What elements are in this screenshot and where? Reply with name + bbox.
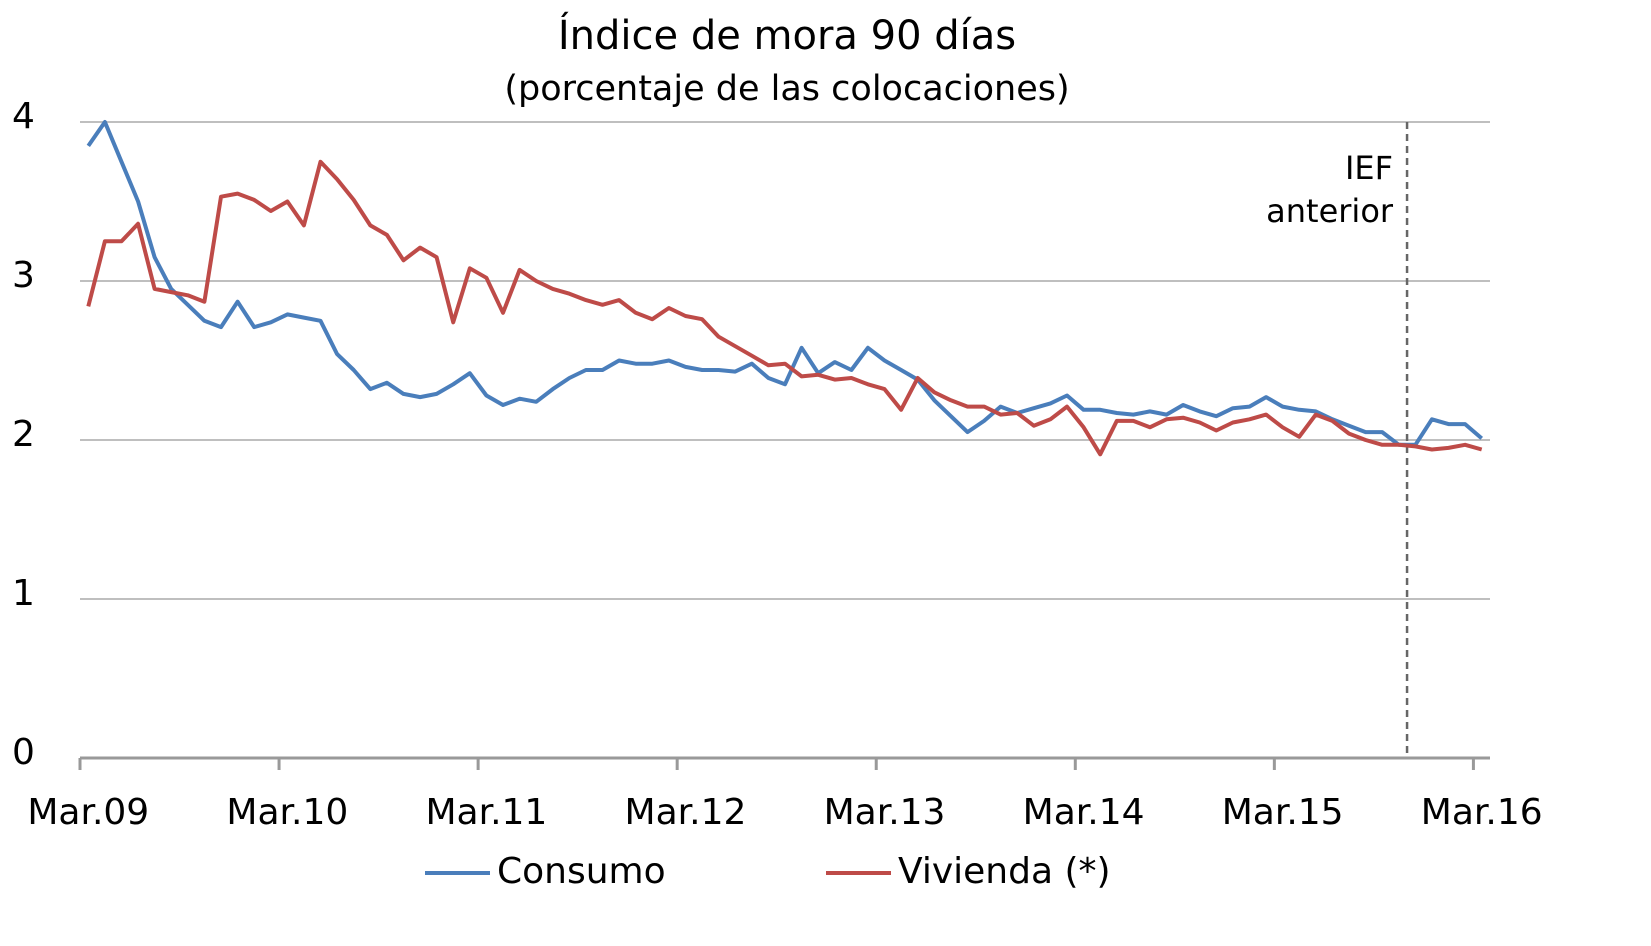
x-tick-label: Mar.10 xyxy=(226,792,348,833)
chart-title: Índice de mora 90 días xyxy=(558,11,1016,59)
series-line xyxy=(86,159,1483,457)
annotation: IEF xyxy=(1345,149,1393,187)
chart-subtitle: (porcentaje de las colocaciones) xyxy=(504,69,1069,109)
x-tick-label: Mar.16 xyxy=(1421,792,1543,833)
legend-label: Vivienda (*) xyxy=(898,851,1111,892)
y-tick-label: 4 xyxy=(12,96,35,137)
annotation: anterior xyxy=(1266,192,1394,230)
x-tick-label: Mar.13 xyxy=(824,792,946,833)
y-tick-label: 0 xyxy=(12,732,35,773)
x-tick-label: Mar.11 xyxy=(425,792,547,833)
legend-label: Consumo xyxy=(497,851,666,892)
x-tick-label: Mar.09 xyxy=(27,792,149,833)
x-tick-label: Mar.14 xyxy=(1023,792,1145,833)
x-tick-label: Mar.12 xyxy=(625,792,747,833)
x-tick-label: Mar.15 xyxy=(1222,792,1344,833)
y-tick-label: 2 xyxy=(12,414,35,455)
y-tick-label: 1 xyxy=(12,573,35,614)
y-tick-label: 3 xyxy=(12,255,35,296)
series-line xyxy=(86,120,1484,447)
